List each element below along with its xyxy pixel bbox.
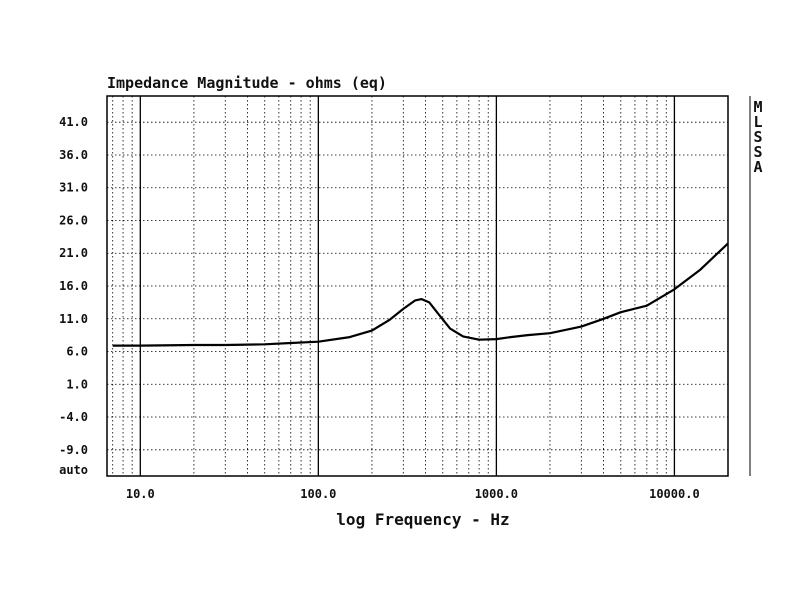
y-tick-label-8: 1.0: [66, 377, 88, 391]
y-tick-label-6: 11.0: [59, 312, 88, 326]
impedance-curve: [112, 242, 729, 347]
y-tick-label-1: 36.0: [59, 148, 88, 162]
grid: [107, 96, 729, 476]
y-tick-label-9: -4.0: [59, 410, 88, 424]
y-axis-ticks: 41.0 36.0 31.0 26.0 21.0 16.0 11.0 6.0 1.0 -4.0 -9…: [59, 115, 88, 477]
side-label-char-2: S: [753, 128, 762, 146]
chart-title: Impedance Magnitude - ohms (eq): [107, 74, 387, 92]
side-label-char-4: A: [753, 158, 762, 176]
x-tick-label-0: 10.0: [126, 487, 155, 501]
y-tick-label-auto: auto: [59, 463, 88, 477]
side-label-char-0: M: [753, 98, 762, 116]
y-tick-label-2: 31.0: [59, 181, 88, 195]
y-tick-label-7: 6.0: [66, 345, 88, 359]
x-tick-label-1: 100.0: [300, 487, 336, 501]
y-tick-label-5: 16.0: [59, 279, 88, 293]
x-axis-label: log Frequency - Hz: [336, 510, 509, 529]
y-tick-label-0: 41.0: [59, 115, 88, 129]
y-tick-label-10: -9.0: [59, 443, 88, 457]
side-label-char-3: S: [753, 143, 762, 161]
x-tick-label-3: 10000.0: [649, 487, 700, 501]
y-tick-label-3: 26.0: [59, 213, 88, 227]
x-axis-ticks: 10.0 100.0 1000.0 10000.0: [126, 487, 700, 501]
y-tick-label-4: 21.0: [59, 246, 88, 260]
side-label-char-1: L: [753, 113, 762, 131]
x-tick-label-2: 1000.0: [475, 487, 518, 501]
